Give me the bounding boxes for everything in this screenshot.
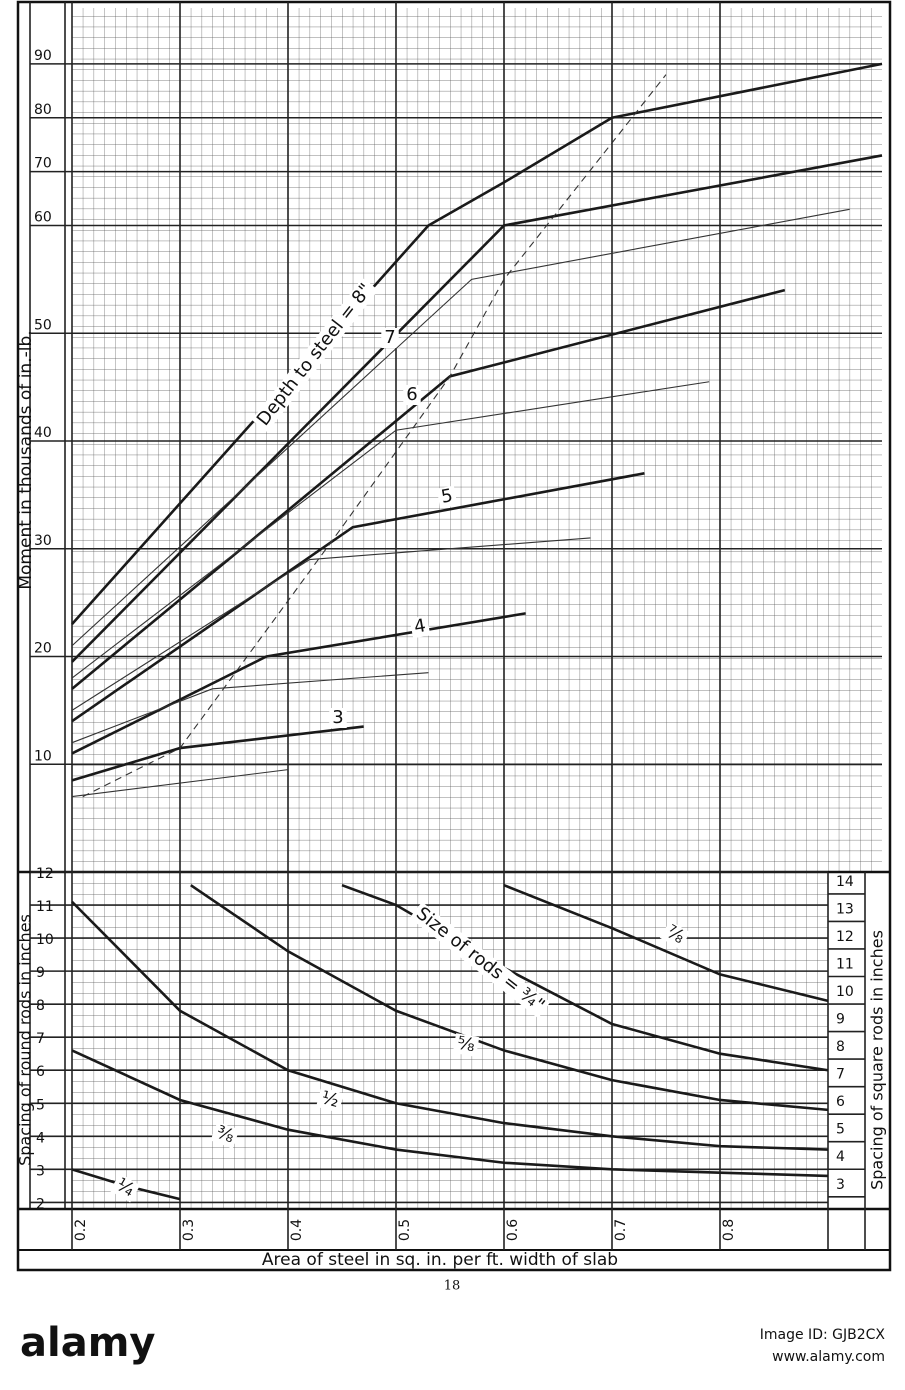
y-tick-label: 12 [36,866,54,882]
curve-label: 5 [439,485,454,508]
page-number: 18 [444,1279,461,1294]
y2-tick-label: 9 [836,1012,845,1028]
curve [71,672,429,744]
y-tick-label: 6 [36,1064,45,1080]
y-axis-title: Spacing of round rods in inches [16,914,35,1166]
y-tick-label: 20 [34,641,52,657]
y-tick-label: 70 [34,156,52,172]
y-tick-label: 5 [36,1097,45,1113]
x-tick-label: 0.7 [613,1219,629,1241]
curve [341,883,829,1072]
label-bg [403,385,421,405]
y2-tick-label: 7 [836,1067,845,1083]
x-tick-label: 0.6 [505,1219,521,1241]
y-tick-label: 9 [36,965,45,981]
y-tick-label: 8 [36,998,45,1014]
y2-tick-label: 10 [836,984,854,1000]
site: www.alamy.com [772,1349,885,1365]
y-tick-label: 30 [34,533,52,549]
curve [71,537,591,711]
x-axis-title: Area of steel in sq. in. per ft. width o… [262,1250,618,1270]
curve-label: ⅝ [456,1033,477,1057]
curve [503,884,829,1003]
curve [71,208,850,647]
curve [71,381,710,679]
curve [82,74,667,798]
y-tick-label: 2 [36,1196,45,1212]
y2-tick-label: 14 [836,874,854,890]
curve-label: ⅜ [213,1122,237,1148]
y-tick-label: 4 [36,1130,45,1146]
fine-grid [72,8,882,872]
curve [71,900,829,1151]
image-id: Image ID: GJB2CX [760,1327,886,1343]
x-tick-label: 0.5 [397,1219,413,1241]
footer [0,1300,905,1390]
y2-tick-label: 13 [836,901,854,917]
y2-tick-label: 6 [836,1094,845,1110]
y2-tick-label: 8 [836,1039,845,1055]
curve [71,612,526,755]
label-bg [329,708,347,728]
y-tick-label: 7 [36,1031,45,1047]
x-tick-label: 0.2 [73,1219,89,1241]
curve-label: ½ [319,1087,341,1112]
label-bg [316,1087,344,1113]
label-bg [409,901,551,1019]
curve-label: 6 [406,384,417,405]
label-bg [251,277,379,433]
y-tick-label: 60 [34,210,52,226]
label-bg [381,328,399,348]
label-bg [436,485,458,509]
y-axis-title: Moment in thousands of in.-lb. [16,330,36,589]
y-tick-label: 90 [34,48,52,64]
y2-tick-label: 12 [836,929,854,945]
curve-label: 7 [384,327,395,348]
y-tick-label: 50 [34,317,52,333]
y2-tick-label: 3 [836,1177,845,1193]
curve [71,1049,829,1178]
y2-tick-label: 5 [836,1122,845,1138]
y-tick-label: 10 [36,932,54,948]
x-tick-label: 0.4 [289,1219,305,1241]
y-tick-label: 40 [34,425,52,441]
label-bg [210,1121,240,1149]
curve-label: 3 [332,707,343,728]
y-tick-label: 10 [34,748,52,764]
chart-frame [16,0,892,1272]
y2-tick-label: 11 [836,957,854,973]
curve [190,884,829,1112]
y2-tick-label: 4 [836,1149,845,1165]
label-bg [409,615,431,639]
curve [71,472,645,723]
curve [71,769,289,798]
y-tick-label: 3 [36,1163,45,1179]
curve-label: 4 [412,615,427,638]
label-bg [659,920,691,950]
x-tick-label: 0.3 [181,1219,197,1241]
brand: alamy [20,1320,155,1366]
label-bg [452,1033,480,1057]
y2-axis-title: Spacing of square rods in inches [868,930,887,1190]
x-tick-label: 0.8 [721,1219,737,1241]
curve [71,154,883,663]
label-bg [109,1173,141,1203]
y-tick-label: 11 [36,899,54,915]
y-tick-label: 80 [34,102,52,118]
